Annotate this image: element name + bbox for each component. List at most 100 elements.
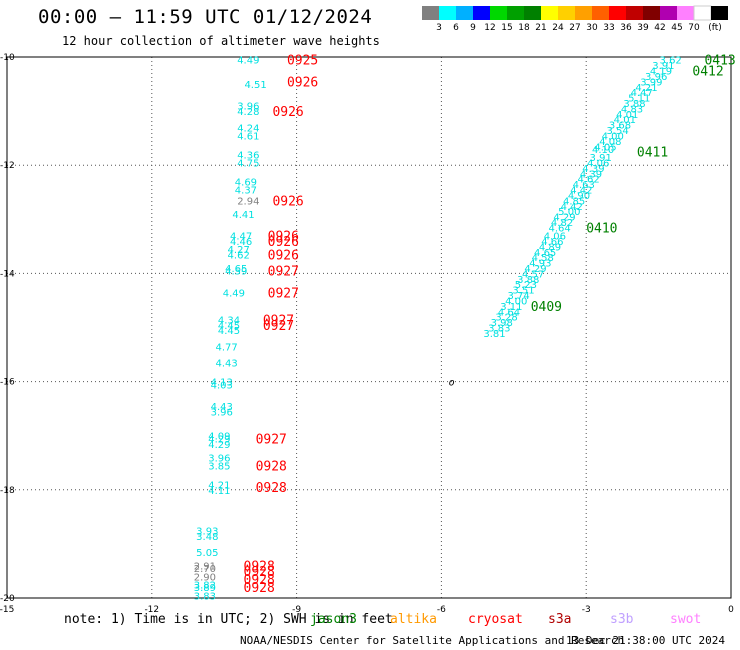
swh-point-west: 2.94 [237, 196, 259, 207]
color-scale-label: 18 [518, 23, 530, 33]
pass-time-label: 0927 [256, 432, 287, 447]
swh-point-west: 4.47 [230, 232, 252, 243]
color-swatch [439, 6, 456, 20]
swh-point-west: 4.51 [244, 80, 266, 91]
swh-point-east: 4.29 [524, 264, 546, 275]
pass-time-label: 0926 [272, 105, 303, 120]
swh-point-east: 4.64 [498, 307, 520, 318]
swh-point-east: 4.57 [522, 269, 544, 280]
swh-point-west: 4.11 [208, 486, 230, 497]
color-swatch [677, 6, 694, 20]
swh-point-east: 3.81 [483, 329, 505, 340]
swh-point-west: 4.77 [215, 342, 237, 353]
swh-point-east: 4.19 [650, 67, 672, 78]
pass-time-label: 0926 [268, 235, 299, 250]
swh-point-east: 4.39 [580, 169, 602, 180]
swh-point-west: 4.36 [237, 150, 259, 161]
color-scale-label: (ft) [708, 23, 722, 33]
color-scale-label: 33 [603, 23, 614, 33]
pass-time-label: 0412 [692, 65, 723, 80]
color-swatch [609, 6, 626, 20]
swh-point-west: 3.89 [194, 583, 216, 594]
swh-point-east: 3.99 [640, 77, 662, 88]
swh-point-east: 4.06 [587, 158, 609, 169]
pass-time-label: 0927 [263, 319, 294, 334]
swh-point-east: 4.06 [544, 232, 566, 243]
swh-point-east: 4.00 [602, 131, 624, 142]
pass-time-label: 0925 [287, 54, 318, 69]
swh-point-east: 3.98 [491, 318, 513, 329]
swh-point-east: 4.42 [561, 202, 583, 213]
swh-point-west: 4.29 [208, 434, 230, 445]
x-tick-label: -9 [292, 605, 301, 615]
pass-time-label: 0928 [244, 573, 275, 588]
color-scale-label: 12 [484, 23, 495, 33]
swh-point-east: 4.42 [570, 186, 592, 197]
swh-point-west: 4.41 [232, 210, 254, 221]
x-tick-label: -6 [437, 605, 446, 615]
swh-point-east: 3.11 [500, 302, 522, 313]
pass-time-label: 0927 [268, 286, 299, 301]
swh-point-east: 4.58 [532, 253, 554, 264]
x-tick-label: 0 [728, 605, 734, 615]
color-scale-label: 27 [569, 23, 580, 33]
swh-point-east: 4.01 [614, 115, 636, 126]
color-scale-label: 15 [501, 23, 512, 33]
swh-point-west: 3.85 [208, 461, 230, 472]
swh-point-east: 4.39 [582, 164, 604, 175]
swh-point-west: 3.96 [237, 102, 259, 113]
land-outline: o [449, 378, 455, 389]
swh-point-east: 4.21 [635, 83, 657, 94]
swh-point-east: 3.62 [660, 56, 682, 67]
swh-point-east: 4.10 [592, 145, 614, 156]
swh-point-west: 4.27 [228, 245, 250, 256]
swh-point-west: 4.34 [218, 315, 240, 326]
pass-time-label: 0928 [244, 565, 275, 580]
credit-line: NOAA/NESDIS Center for Satellite Applica… [240, 634, 625, 647]
swh-point-east: 4.93 [529, 259, 551, 270]
color-swatch [524, 6, 541, 20]
swh-point-east: 5.23 [515, 280, 537, 291]
color-scale-label: 42 [654, 23, 665, 33]
color-scale-label: 45 [671, 23, 682, 33]
y-tick-label: -12 [0, 161, 15, 171]
y-tick-label: -18 [0, 486, 15, 496]
swh-point-west: 4.45 [218, 321, 240, 332]
swh-point-east: 4.47 [631, 88, 653, 99]
swh-point-west: 3.96 [211, 407, 233, 418]
swh-point-west: 3.83 [194, 591, 216, 602]
pass-time-label: 0928 [244, 581, 275, 596]
swh-point-west: 4.69 [235, 177, 257, 188]
swh-point-east: 4.29 [553, 213, 575, 224]
swh-point-west: 4.24 [237, 123, 259, 134]
swh-point-west: 4.49 [237, 56, 259, 67]
swh-point-west: 4.37 [235, 186, 257, 197]
color-scale-label: 70 [688, 23, 700, 33]
swh-point-west: 5.05 [196, 548, 218, 559]
swh-point-west: 4.65 [225, 264, 247, 275]
y-tick-label: -16 [0, 378, 15, 388]
swh-point-east: 4.85 [563, 196, 585, 207]
color-swatch [575, 6, 592, 20]
swh-point-west: 3.93 [196, 526, 218, 537]
pass-time-label: 0926 [268, 230, 299, 245]
swh-point-west: 3.96 [208, 453, 230, 464]
swh-point-east: 3.54 [606, 126, 628, 137]
color-swatch [592, 6, 609, 20]
swh-point-east: 3.88 [623, 99, 645, 110]
pass-time-label: 0926 [287, 75, 318, 90]
y-tick-label: -14 [0, 269, 15, 279]
swh-point-east: 5.11 [628, 94, 650, 105]
swh-point-east: 3.88 [517, 275, 539, 286]
x-tick-label: -3 [582, 605, 591, 615]
color-swatch [422, 6, 439, 20]
color-swatch [541, 6, 558, 20]
swh-point-east: 4.83 [621, 104, 643, 115]
pass-time-label: 0928 [244, 560, 275, 575]
swh-point-west: 2.91 [194, 562, 216, 573]
pass-time-label: 0409 [531, 300, 562, 315]
color-swatch [473, 6, 490, 20]
pass-time-label: 0413 [704, 54, 735, 69]
color-scale-label: 39 [637, 23, 649, 33]
